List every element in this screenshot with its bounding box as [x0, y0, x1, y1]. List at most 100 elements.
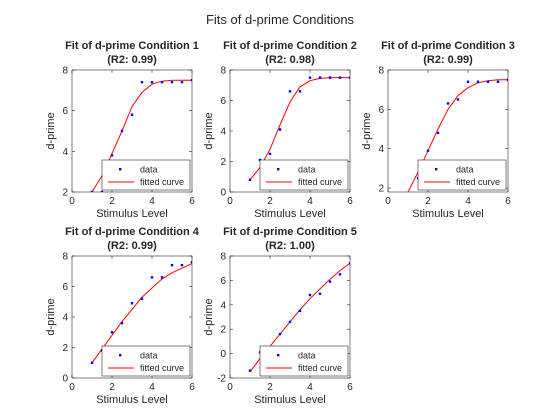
legend-label-fit: fitted curve [298, 177, 342, 187]
y-tick-label: 0 [220, 349, 226, 360]
y-tick-label: -2 [217, 374, 226, 385]
data-point [110, 154, 114, 157]
data-point [496, 80, 500, 84]
x-tick-label: 6 [189, 382, 195, 393]
y-tick-label: 6 [220, 96, 226, 107]
y-axis-label: d-prime [203, 298, 215, 335]
legend-label-data: data [456, 165, 474, 175]
fitted-curve-line [407, 79, 508, 192]
data-point [160, 81, 164, 84]
legend-label-data: data [140, 351, 158, 361]
data-point [407, 203, 409, 205]
x-tick-label: 2 [109, 196, 115, 207]
y-tick-label: 8 [378, 66, 384, 77]
y-axis-label: d-prime [361, 112, 373, 149]
y-tick-label: 0 [62, 374, 68, 385]
data-point [308, 293, 312, 297]
y-tick-label: 8 [62, 252, 68, 263]
y-tick-label: 4 [378, 144, 384, 155]
y-tick-label: 8 [220, 66, 226, 77]
legend-marker-data [119, 168, 122, 171]
subplot-subtitle: (R2: 0.99) [107, 240, 157, 252]
legend-label-data: data [140, 165, 158, 175]
x-tick-label: 4 [149, 382, 155, 393]
legend: data fitted curve [259, 159, 349, 191]
legend-box [259, 159, 349, 191]
data-point [130, 302, 134, 305]
data-point [120, 321, 124, 325]
x-tick-label: 2 [425, 196, 431, 207]
data-point [288, 320, 292, 324]
x-tick-label: 6 [505, 196, 511, 207]
y-tick-label: 8 [220, 252, 226, 263]
x-tick-label: 2 [109, 382, 115, 393]
data-point [120, 129, 124, 133]
legend: data fitted curve [417, 159, 507, 191]
y-axis-label: d-prime [203, 112, 215, 149]
y-tick-label: 2 [220, 157, 226, 168]
x-axis-label: Stimulus Level [254, 394, 326, 406]
data-point [170, 263, 174, 267]
legend-box [417, 159, 507, 191]
x-tick-label: 4 [149, 196, 155, 207]
data-point [190, 78, 192, 82]
y-tick-label: 4 [220, 300, 226, 311]
axes-box [387, 69, 509, 193]
data-point [170, 81, 174, 84]
subplot-grid: Fit of d-prime Condition 1(R2: 0.99)0 2 4 6… [45, 40, 515, 406]
y-tick-label: 6 [62, 282, 68, 293]
data-point [278, 332, 282, 336]
legend-label-fit: fitted curve [140, 177, 184, 187]
data-point [338, 76, 342, 79]
data-point [288, 90, 292, 93]
legend-label-fit: fitted curve [298, 363, 342, 373]
data-point [486, 80, 490, 84]
y-axis-label: d-prime [45, 112, 57, 149]
data-point [338, 273, 342, 276]
x-tick-label: 6 [347, 382, 353, 393]
x-tick-label: 0 [227, 196, 233, 207]
y-tick-label: 8 [62, 66, 68, 77]
legend-marker-data [119, 354, 122, 357]
x-tick-label: 4 [307, 382, 313, 393]
y-tick-label: 6 [378, 105, 384, 116]
x-axis-label: Stimulus Level [412, 208, 484, 220]
subplot-2: Fit of d-prime Condition 2 (R2: 0.98) 0 2 4 6… [203, 40, 357, 220]
data-point [100, 190, 104, 192]
y-tick-label: 0 [220, 188, 226, 199]
subplot-3: Fit of d-prime Condition 3(R2: 0.99)0 2 4 6… [361, 40, 515, 220]
data-point [506, 78, 508, 82]
subplot-5: Fit of d-prime Condition 5 (R2: 1.00) 0 2 4 6… [203, 226, 357, 406]
subplot-title: Fit of d-prime Condition 3 [381, 40, 515, 52]
x-tick-label: 4 [307, 196, 313, 207]
data-point [446, 102, 450, 105]
data-point [298, 90, 302, 93]
data-point [426, 149, 430, 152]
subplot-subtitle: (R2: 0.99) [107, 54, 157, 66]
y-tick-label: 2 [220, 325, 226, 336]
x-tick-label: 0 [69, 382, 75, 393]
y-tick-label: 2 [378, 184, 384, 195]
data-point [180, 81, 184, 84]
x-axis-label: Stimulus Level [96, 208, 168, 220]
data-point [328, 280, 332, 283]
x-tick-label: 0 [69, 196, 75, 207]
data-point [140, 81, 144, 84]
legend-label-fit: fitted curve [140, 363, 184, 373]
legend: data fitted curve [101, 345, 191, 377]
axes-box [229, 255, 351, 379]
legend-label-fit: fitted curve [456, 177, 500, 187]
data-point [436, 131, 440, 135]
data-point [150, 276, 154, 279]
figure-title: Fits of d-prime Conditions [206, 12, 355, 27]
y-tick-label: 6 [62, 106, 68, 117]
data-point [248, 369, 252, 372]
legend-box [101, 345, 191, 377]
subplot-4: Fit of d-prime Condition 4 (R2: 0.99) 0 2 4 6… [45, 226, 200, 406]
x-tick-label: 2 [267, 382, 273, 393]
y-tick-label: 6 [220, 276, 226, 287]
data-point [318, 76, 322, 79]
fitted-curve-line [249, 77, 350, 181]
data-point [180, 263, 184, 267]
legend-box [101, 159, 191, 191]
